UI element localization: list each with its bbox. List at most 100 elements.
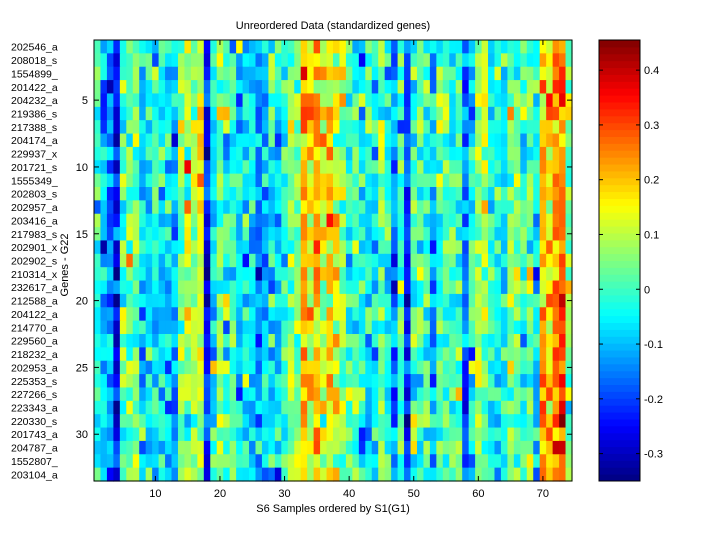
heatmap-cell	[513, 400, 521, 415]
heatmap-cell	[139, 427, 147, 442]
heatmap-cell	[352, 320, 360, 335]
heatmap-cell	[513, 146, 521, 161]
heatmap-cell	[468, 414, 476, 429]
heatmap-cell	[333, 240, 341, 255]
heatmap-cell	[565, 320, 573, 335]
heatmap-cell	[552, 307, 560, 322]
heatmap-cell	[197, 414, 205, 429]
heatmap-cell	[371, 173, 379, 188]
heatmap-cell	[333, 347, 341, 362]
heatmap-cell	[384, 40, 392, 54]
heatmap-cell	[281, 454, 289, 469]
heatmap-cell	[475, 146, 483, 161]
heatmap-cell	[145, 227, 153, 242]
heatmap-cell	[513, 467, 521, 482]
heatmap-cell	[326, 53, 334, 68]
heatmap-cell	[358, 133, 366, 148]
heatmap-cell	[442, 374, 450, 389]
heatmap-cell	[546, 40, 554, 54]
heatmap-cell	[404, 387, 412, 402]
heatmap-cell	[481, 280, 489, 295]
heatmap-cell	[526, 427, 534, 442]
heatmap-cell	[358, 400, 366, 415]
heatmap-cell	[249, 53, 257, 68]
heatmap-cell	[203, 173, 211, 188]
heatmap-cell	[494, 467, 502, 482]
heatmap-cell	[165, 133, 173, 148]
heatmap-cell	[429, 374, 437, 389]
heatmap-cell	[546, 160, 554, 175]
heatmap-cell	[132, 280, 140, 295]
heatmap-cell	[507, 160, 515, 175]
heatmap-cell	[481, 387, 489, 402]
heatmap-cell	[190, 213, 198, 228]
heatmap-cell	[145, 66, 153, 81]
heatmap-cell	[132, 267, 140, 282]
heatmap-cell	[113, 106, 121, 121]
gene-row-label: 223343_a	[11, 403, 58, 415]
heatmap-cell	[184, 387, 192, 402]
heatmap-cell	[565, 267, 573, 282]
heatmap-cell	[307, 414, 315, 429]
heatmap-cell	[197, 80, 205, 95]
heatmap-cell	[423, 253, 431, 268]
heatmap-cell	[455, 467, 463, 482]
heatmap-cell	[119, 414, 127, 429]
heatmap-cell	[455, 347, 463, 362]
heatmap-cell	[94, 374, 102, 389]
heatmap-cell	[236, 387, 244, 402]
heatmap-cell	[500, 240, 509, 255]
heatmap-cell	[165, 173, 173, 188]
heatmap-cell	[365, 173, 373, 188]
heatmap-cell	[158, 80, 166, 95]
heatmap-cell	[145, 334, 153, 348]
heatmap-cell	[429, 227, 437, 242]
heatmap-cell	[313, 440, 321, 455]
heatmap-cell	[533, 66, 541, 81]
heatmap-cell	[113, 267, 121, 282]
heatmap-cell	[249, 80, 257, 95]
heatmap-cell	[307, 120, 315, 135]
heatmap-cell	[378, 66, 386, 81]
heatmap-cell	[152, 240, 160, 255]
heatmap-cell	[287, 213, 295, 228]
heatmap-cell	[307, 467, 315, 482]
heatmap-cell	[203, 93, 211, 108]
heatmap-cell	[313, 106, 321, 121]
gene-row-label: 225353_s	[11, 376, 57, 388]
heatmap-cell	[546, 387, 554, 402]
heatmap-cell	[345, 40, 353, 54]
heatmap-cell	[449, 66, 457, 81]
heatmap-cell	[216, 454, 224, 469]
heatmap-cell	[552, 227, 560, 242]
heatmap-cell	[507, 200, 515, 215]
heatmap-cell	[488, 320, 496, 335]
heatmap-cell	[339, 53, 347, 68]
heatmap-cell	[249, 427, 257, 442]
heatmap-cell	[236, 133, 244, 148]
heatmap-cell	[274, 293, 282, 308]
heatmap-cell	[449, 267, 457, 282]
heatmap-cell	[113, 414, 121, 429]
heatmap-cell	[507, 467, 515, 482]
heatmap-cell	[391, 106, 399, 121]
colorbar-segment	[599, 102, 640, 110]
heatmap-cell	[223, 467, 231, 482]
heatmap-cell	[229, 133, 237, 148]
heatmap-cell	[378, 213, 386, 228]
heatmap-cell	[210, 200, 218, 215]
heatmap-cell	[106, 187, 114, 201]
heatmap-cells	[94, 40, 573, 482]
heatmap-cell	[494, 320, 502, 335]
heatmap-cell	[261, 467, 270, 482]
heatmap-cell	[165, 66, 173, 81]
heatmap-cell	[294, 187, 302, 201]
heatmap-cell	[526, 387, 534, 402]
colorbar-segment	[599, 363, 640, 372]
heatmap-cell	[475, 400, 483, 415]
heatmap-cell	[132, 454, 140, 469]
heatmap-cell	[565, 467, 573, 482]
heatmap-cell	[475, 93, 483, 108]
heatmap-cell	[339, 400, 347, 415]
heatmap-cell	[261, 374, 270, 389]
